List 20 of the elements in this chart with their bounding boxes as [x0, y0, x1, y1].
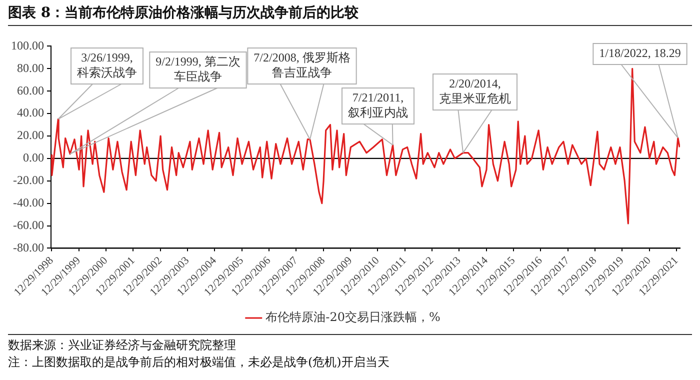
y-tick-label: 20.00	[17, 128, 44, 142]
y-tick-label: 0.00	[23, 150, 44, 165]
y-tick-label: -20.00	[13, 173, 44, 188]
annotation: 7/2/2008, 俄罗斯格鲁吉亚战争	[254, 50, 350, 80]
annotation: 3/26/1999, 科索沃战争	[77, 50, 137, 80]
annotation: 7/21/2011, 叙利亚内战	[348, 90, 408, 120]
y-tick-label: 100.00	[11, 38, 44, 52]
source-note: 数据来源：兴业证券经济与金融研究院整理	[8, 337, 237, 354]
y-tick-label: -60.00	[13, 218, 44, 232]
y-tick-label: 40.00	[17, 106, 44, 120]
y-tick-label: -40.00	[13, 195, 44, 210]
y-tick-label: 80.00	[17, 60, 44, 75]
annotation: 2/20/2014, 克里米亚危机	[439, 76, 511, 106]
y-tick-label: -80.00	[13, 240, 44, 254]
y-tick-label: 60.00	[17, 83, 44, 98]
annotation: 9/2/1999, 第二次车臣战争	[156, 54, 240, 84]
chart-title: 图表 8：当前布伦特原油价格涨幅与历次战争前后的比较	[8, 4, 692, 26]
annotation: 1/18/2022, 18.29	[599, 46, 681, 60]
text: 注：上图数据取的是战争前后的相对极端值，未必是战争(危机)开启当天	[8, 354, 390, 371]
legend-label: 布伦特原油-20交易日涨跌幅，%	[266, 310, 440, 324]
